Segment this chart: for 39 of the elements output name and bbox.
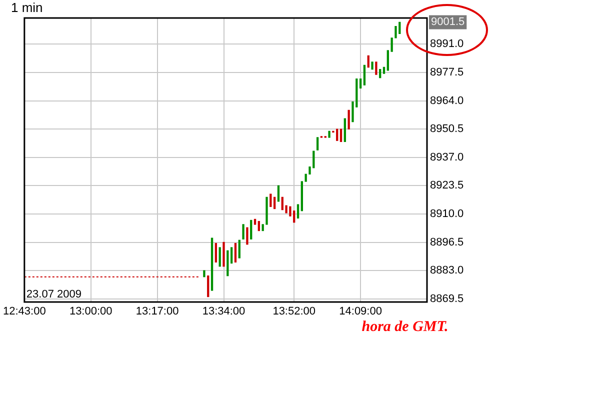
y-tick-label: 8910.0 [430,208,464,220]
candlestick [359,78,362,89]
candlestick [367,55,370,68]
y-tick-label: 8950.5 [430,123,464,136]
candlestick [328,130,330,138]
candlestick [222,242,225,267]
chart-title: 1 min [11,0,43,16]
text: hora de GMT. [362,318,448,335]
x-tick-label: 13:52:00 [272,306,316,318]
y-tick-label: 8923.5 [430,180,464,192]
candlestick [230,247,233,264]
candlestick [226,250,229,276]
y-tick-label: 8977.5 [430,66,464,79]
candlestick [218,247,221,267]
candlestick [371,62,374,70]
y-tick-label: 8896.5 [430,236,464,248]
y-tick-label: 8991.0 [430,38,464,50]
candlestick [210,238,214,291]
candlestick [203,270,206,278]
x-tick-label: 14:09:00 [339,306,382,318]
annotation: 23.07 2009 [26,288,82,301]
y-tick-label: 8883.0 [430,264,464,277]
x-tick-label: 13:34:00 [202,306,246,318]
candlestick [246,227,248,245]
candlestick [281,196,284,210]
y-tick-label: 8869.5 [430,292,464,305]
candlestick [238,240,240,258]
candlestick [277,185,280,202]
candlestick [254,218,256,225]
y-tick-label: 8937.0 [430,151,464,164]
candlestick [273,196,276,210]
x-tick-label: 13:17:00 [136,306,179,318]
annotation: 9001.5 [431,16,465,28]
candlestick [258,220,260,232]
candlestick [398,22,401,34]
x-tick-label: 12:43:00 [2,306,46,318]
candlestick [207,275,210,298]
x-tick-label: 13:00:00 [69,306,112,318]
y-tick-label: 8964.0 [430,94,464,107]
